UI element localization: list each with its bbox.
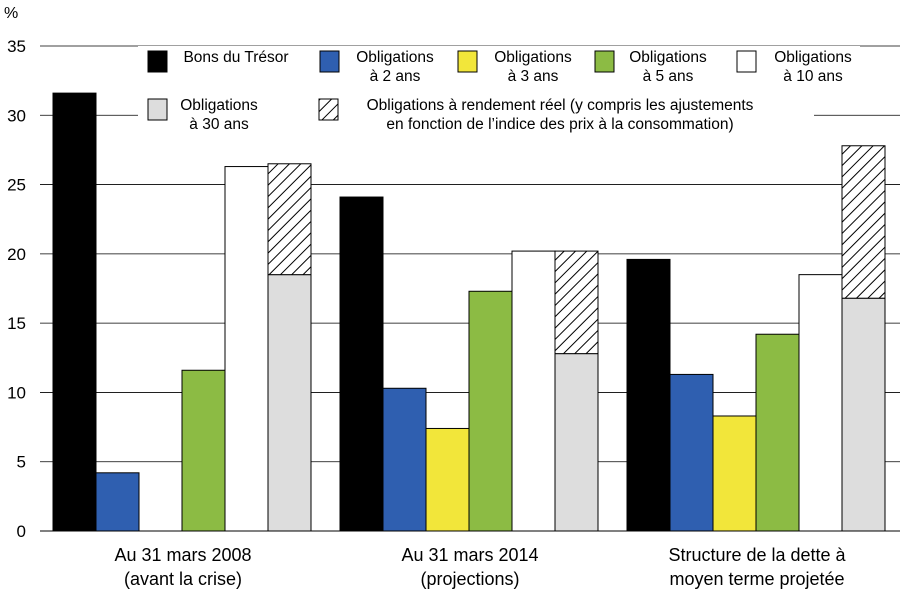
bar [755,333,800,532]
legend-label: à 3 ans [508,68,559,85]
legend: Bons du Trésor Obligations à 2 ans Obligati… [138,46,860,140]
bar [425,427,470,532]
x-tick-label: Au 31 mars 2014 [401,545,538,565]
y-tick-label: 10 [7,383,26,402]
x-tick-label: moyen terme projetée [669,569,844,589]
legend-label: Obligations [494,49,572,66]
x-tick-label: (projections) [420,569,519,589]
bar [669,373,714,532]
bar [712,415,757,532]
x-axis-labels: Au 31 mars 2008 (avant la crise) Au 31 mar… [114,545,846,589]
legend-swatch [318,98,339,121]
x-tick-label: Au 31 mars 2008 [114,545,251,565]
bar [267,274,312,532]
y-tick-label: 5 [17,453,26,472]
legend-label: Bons du Trésor [183,49,288,66]
legend-swatch [736,50,757,73]
y-tick-label: 25 [7,176,26,195]
legend-swatch [147,98,168,121]
legend-label: Obligations à rendement réel (y compris … [367,97,754,114]
legend-label: en fonction de l’indice des prix à la co… [386,116,733,133]
bar [554,353,599,532]
y-tick-label: 0 [17,522,26,541]
legend-label: Obligations [629,49,707,66]
legend-label: à 30 ans [189,116,249,133]
legend-swatch [457,50,478,73]
legend-label: Obligations [180,97,258,114]
bar-stacked-hatched [267,163,312,276]
bar [511,250,556,532]
y-tick-label: 15 [7,314,26,333]
y-unit-label: % [4,5,18,22]
bars [52,92,886,532]
bar [224,166,269,532]
legend-background [138,92,814,140]
x-tick-label: (avant la crise) [124,569,242,589]
bar [95,472,140,532]
legend-label: à 2 ans [370,68,421,85]
legend-label: Obligations [356,49,434,66]
legend-swatch [147,50,168,73]
bar [181,369,226,532]
y-axis-ticks: 0 5 10 15 20 25 30 35 [7,37,26,541]
y-tick-label: 30 [7,106,26,125]
bar-stacked-hatched [554,250,599,355]
bar [626,258,671,532]
legend-swatch [319,50,340,73]
y-tick-label: 20 [7,245,26,264]
bar [52,92,97,532]
bar-stacked-hatched [841,145,886,299]
legend-label: à 5 ans [643,68,694,85]
legend-label: à 10 ans [783,68,843,85]
bar [798,274,843,532]
bar [841,297,886,532]
bar [339,196,384,532]
legend-swatch [594,50,615,73]
bar [468,290,513,532]
legend-label: Obligations [774,49,852,66]
y-tick-label: 35 [7,37,26,56]
x-tick-label: Structure de la dette à [668,545,846,565]
bar [382,387,427,532]
